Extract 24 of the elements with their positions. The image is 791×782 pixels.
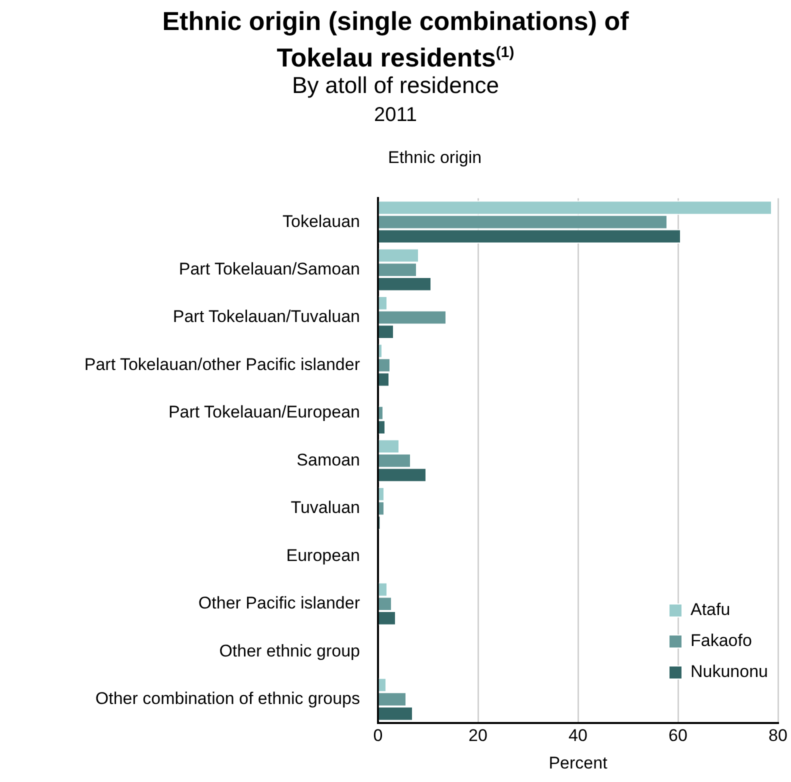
y-tick-label: Other ethnic group xyxy=(219,641,360,660)
y-tick-label: Tuvaluan xyxy=(290,498,360,518)
y-tick-label: Other combination of ethnic groups xyxy=(95,689,360,708)
y-tick-label: Part Tokelauan/other Pacific islander xyxy=(84,354,360,374)
chart-subtitle: By atoll of residence xyxy=(290,72,500,99)
y-axis-title: Ethnic origin xyxy=(388,148,482,168)
y-tick-label: Part Tokelauan/European xyxy=(168,402,360,422)
x-tick-label: 20 xyxy=(468,726,488,746)
y-tick-label: Other Pacific islander xyxy=(198,594,360,613)
text: 2011 xyxy=(372,104,418,127)
x-axis-title: Percent xyxy=(548,753,608,772)
x-tick-label: 80 xyxy=(768,726,788,746)
y-tick-label: Part Tokelauan/Tuvaluan xyxy=(172,307,360,326)
legend-label: Atafu xyxy=(690,600,730,620)
y-tick-label: Tokelauan xyxy=(282,212,360,231)
legend-label: Fakaofo xyxy=(690,631,752,650)
chart-title: Ethnic origin (single combinations) of Tokelau residents$^{(1)}$ xyxy=(161,6,630,74)
y-tick-label: European xyxy=(286,546,360,565)
y-tick-label: Part Tokelauan/Samoan xyxy=(178,259,360,278)
legend-label: Nukunonu xyxy=(690,662,768,682)
x-tick-label: 0 xyxy=(373,726,383,746)
x-tick-label: 60 xyxy=(668,726,688,746)
x-tick-label: 40 xyxy=(568,726,588,746)
y-tick-label: Samoan xyxy=(296,450,360,470)
